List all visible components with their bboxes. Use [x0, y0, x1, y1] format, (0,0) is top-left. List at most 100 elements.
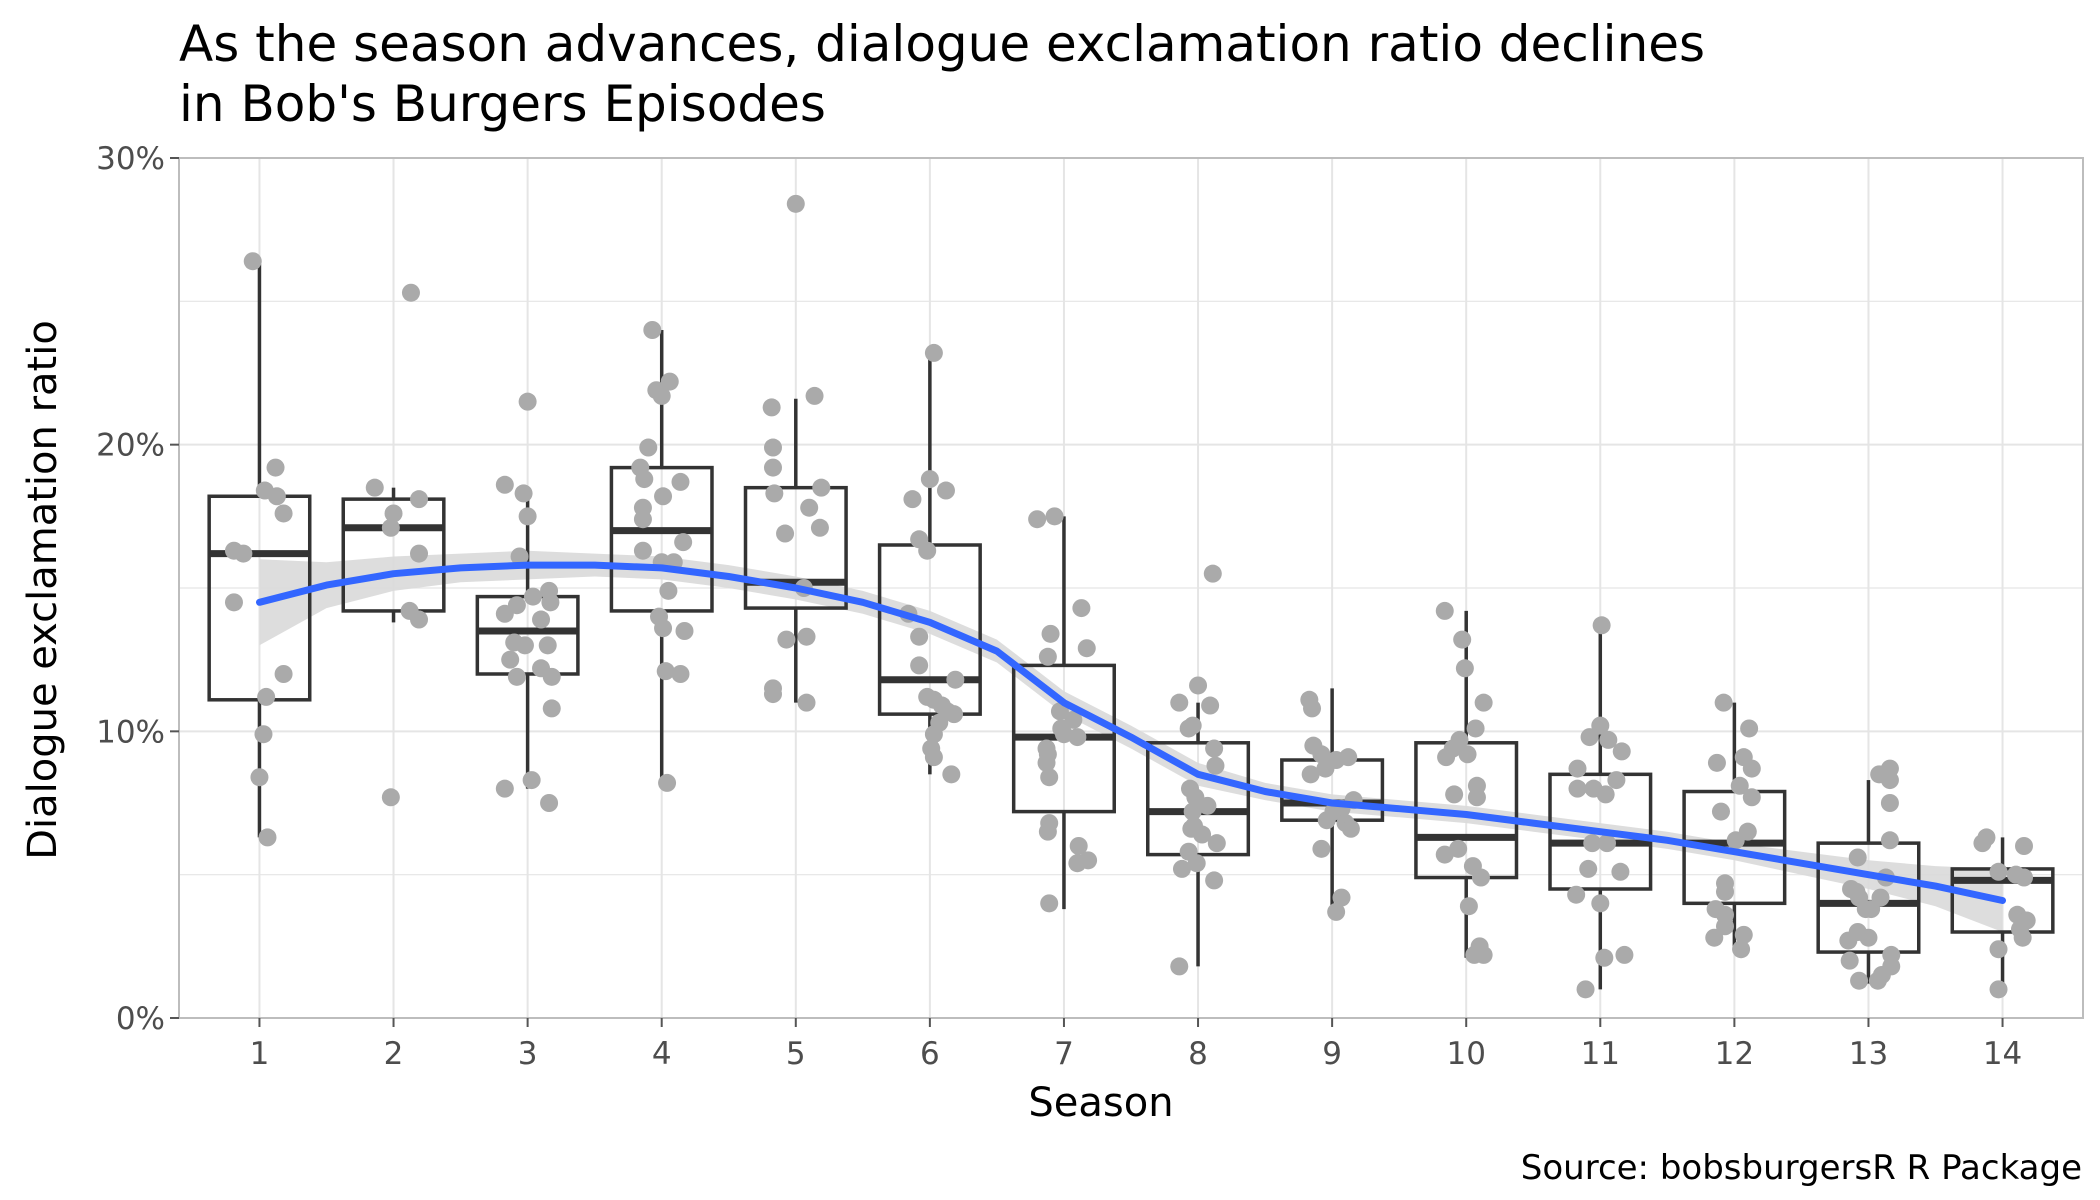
data-point [1848, 848, 1867, 867]
data-point [542, 667, 561, 686]
data-point [1316, 759, 1335, 778]
data-point [643, 321, 662, 339]
data-point [257, 687, 276, 706]
x-axis-title: Season [1028, 1080, 1173, 1126]
data-point [507, 667, 526, 686]
data-point [1068, 728, 1087, 747]
data-point [384, 504, 403, 523]
data-point [1037, 753, 1056, 772]
data-point [786, 194, 805, 213]
data-point [2013, 928, 2032, 947]
points-layer [224, 194, 2036, 999]
data-point [1453, 630, 1472, 649]
data-point [812, 478, 831, 497]
data-point [1028, 510, 1047, 529]
data-point [1332, 888, 1351, 907]
data-point [1317, 811, 1336, 830]
data-point [1327, 902, 1346, 921]
box-iqr [341, 497, 446, 613]
data-point [656, 662, 675, 681]
data-point [401, 283, 420, 302]
y-axis-title: Dialogue exclamation ratio [20, 320, 66, 860]
data-point [254, 725, 273, 744]
data-point [1880, 831, 1899, 850]
data-point [540, 794, 559, 812]
data-point [1170, 693, 1189, 712]
data-point [763, 458, 782, 477]
data-point [1880, 794, 1899, 812]
data-point [1437, 748, 1456, 767]
data-point [381, 788, 400, 807]
data-point [918, 541, 937, 560]
data-point [1583, 834, 1602, 853]
y-tick-label: 10% [96, 714, 165, 750]
data-point [1872, 966, 1891, 984]
data-point [1579, 859, 1598, 878]
data-point [660, 372, 679, 391]
data-point [1839, 931, 1858, 950]
data-point [1207, 834, 1226, 853]
data-point [1172, 859, 1191, 878]
data-point [1041, 624, 1060, 643]
data-point [1850, 971, 1869, 990]
data-point [1989, 980, 2008, 999]
data-point [1458, 745, 1477, 764]
data-point [1591, 894, 1610, 913]
data-point [654, 487, 673, 506]
data-point [532, 610, 551, 629]
data-point [365, 478, 384, 497]
axis-layer: 0%10%20%30%1 2 3 4 5 6 7 8 9 10 11 12 13 14 [96, 141, 2084, 1072]
data-point [654, 619, 673, 638]
data-point [523, 587, 542, 606]
data-point [1596, 785, 1615, 804]
chart-title-line-1: As the season advances, dialogue exclama… [179, 15, 1706, 73]
y-tick-label: 30% [96, 141, 165, 177]
smooth-line-layer [256, 561, 2006, 904]
data-point [1341, 819, 1360, 838]
data-point [1880, 771, 1899, 790]
data-point [1840, 951, 1859, 970]
data-point [1989, 940, 2008, 959]
data-point [274, 504, 293, 523]
data-point [1740, 719, 1759, 738]
data-point [633, 541, 652, 560]
data-point [1715, 917, 1734, 936]
data-point [797, 627, 816, 646]
data-point [1567, 885, 1586, 904]
data-point [800, 498, 819, 517]
x-tick-label: 4 [652, 1036, 672, 1072]
grid-layer [179, 157, 2083, 1019]
data-point [1435, 601, 1454, 620]
data-point [936, 481, 955, 500]
data-point [1045, 507, 1064, 526]
data-point [924, 748, 943, 767]
data-point [639, 438, 658, 457]
x-tick-label: 5 [786, 1036, 806, 1072]
data-point [903, 490, 922, 509]
boxplot-layer [207, 264, 2055, 990]
data-point [522, 771, 541, 790]
data-point [1467, 788, 1486, 807]
data-point [1445, 785, 1464, 804]
data-point [250, 768, 269, 787]
data-point [1607, 771, 1626, 790]
box-iqr [1816, 841, 1921, 954]
data-point [1303, 699, 1322, 718]
data-point [1312, 745, 1331, 764]
data-point [1732, 940, 1751, 959]
confidence-band [259, 550, 2003, 932]
data-point [1189, 676, 1208, 695]
data-point [1038, 647, 1057, 666]
data-point [2015, 837, 2034, 855]
data-point [1072, 599, 1091, 618]
data-point [541, 593, 560, 612]
data-point [1038, 822, 1057, 841]
data-point [910, 656, 929, 675]
data-point [258, 828, 277, 847]
data-point [1707, 753, 1726, 772]
data-point [1568, 779, 1587, 798]
data-point [658, 773, 677, 792]
data-point [675, 622, 694, 640]
panel-border [178, 157, 2084, 1019]
